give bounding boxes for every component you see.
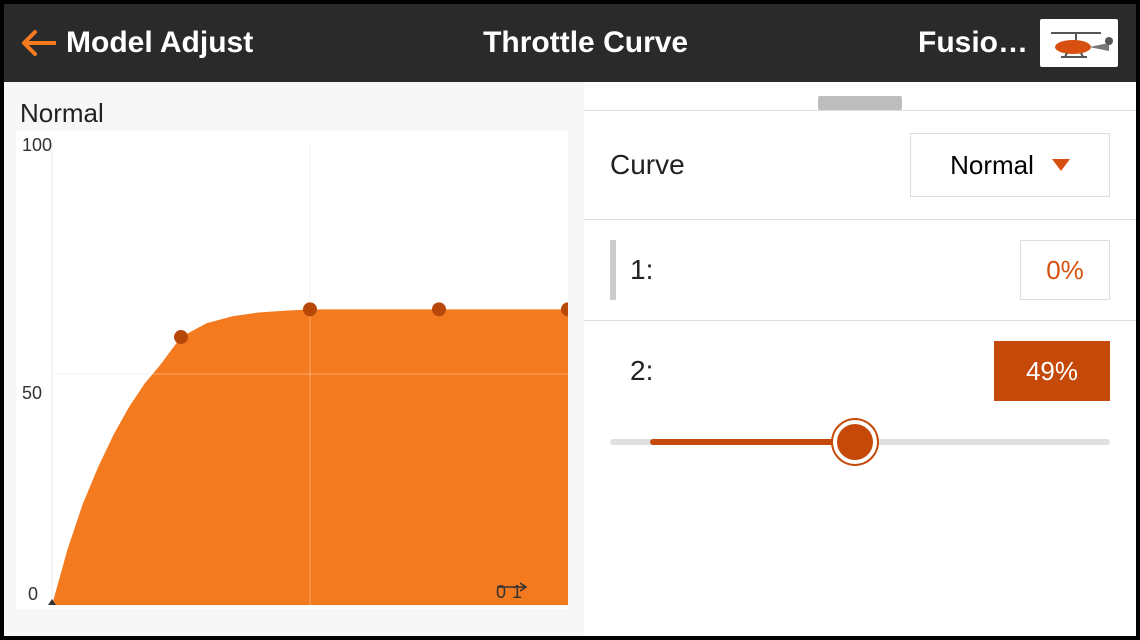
throttle-curve-chart[interactable]: 100 50 0 0 1 [16, 131, 568, 609]
chevron-down-icon [1052, 159, 1070, 171]
row-marker-icon [610, 240, 616, 300]
point-2-value[interactable]: 49% [994, 341, 1110, 401]
slider-thumb[interactable] [833, 420, 877, 464]
curve-dropdown[interactable]: Normal [910, 133, 1110, 197]
model-thumbnail[interactable] [1040, 19, 1118, 67]
point-1-row[interactable]: 1: 0% [584, 220, 1136, 320]
back-arrow-icon [22, 30, 56, 56]
settings-panel: Curve Normal 1: 0% 2: 49% [584, 82, 1136, 636]
y-tick-label: 50 [22, 383, 42, 404]
point-1-label: 1: [630, 254, 1020, 286]
point-2-slider[interactable] [584, 409, 1136, 455]
back-label: Model Adjust [66, 26, 253, 60]
back-button[interactable]: Model Adjust [22, 26, 253, 60]
chart-curve-name: Normal [20, 98, 576, 129]
point-2-label: 2: [630, 355, 994, 387]
slider-track [610, 439, 1110, 445]
sheet-drag-region[interactable] [584, 82, 1136, 110]
chart-panel: Normal 100 50 0 0 1 [4, 82, 584, 636]
header-bar: Model Adjust Throttle Curve Fusio… [4, 4, 1136, 82]
point-1-value[interactable]: 0% [1020, 240, 1110, 300]
drag-handle-icon [818, 96, 902, 110]
app-root: Model Adjust Throttle Curve Fusio… Norma… [4, 4, 1136, 636]
page-title: Throttle Curve [253, 26, 918, 60]
curve-selector-row: Curve Normal [584, 111, 1136, 219]
y-tick-label: 0 [28, 584, 38, 605]
x-axis-label: 0 1 [496, 582, 522, 603]
point-2-row[interactable]: 2: 49% [584, 321, 1136, 409]
model-name[interactable]: Fusio… [918, 26, 1028, 60]
y-tick-label: 100 [22, 135, 52, 156]
curve-dropdown-value: Normal [950, 150, 1034, 181]
slider-fill [650, 439, 855, 445]
curve-label: Curve [610, 149, 910, 181]
body: Normal 100 50 0 0 1 Curve No [4, 82, 1136, 636]
